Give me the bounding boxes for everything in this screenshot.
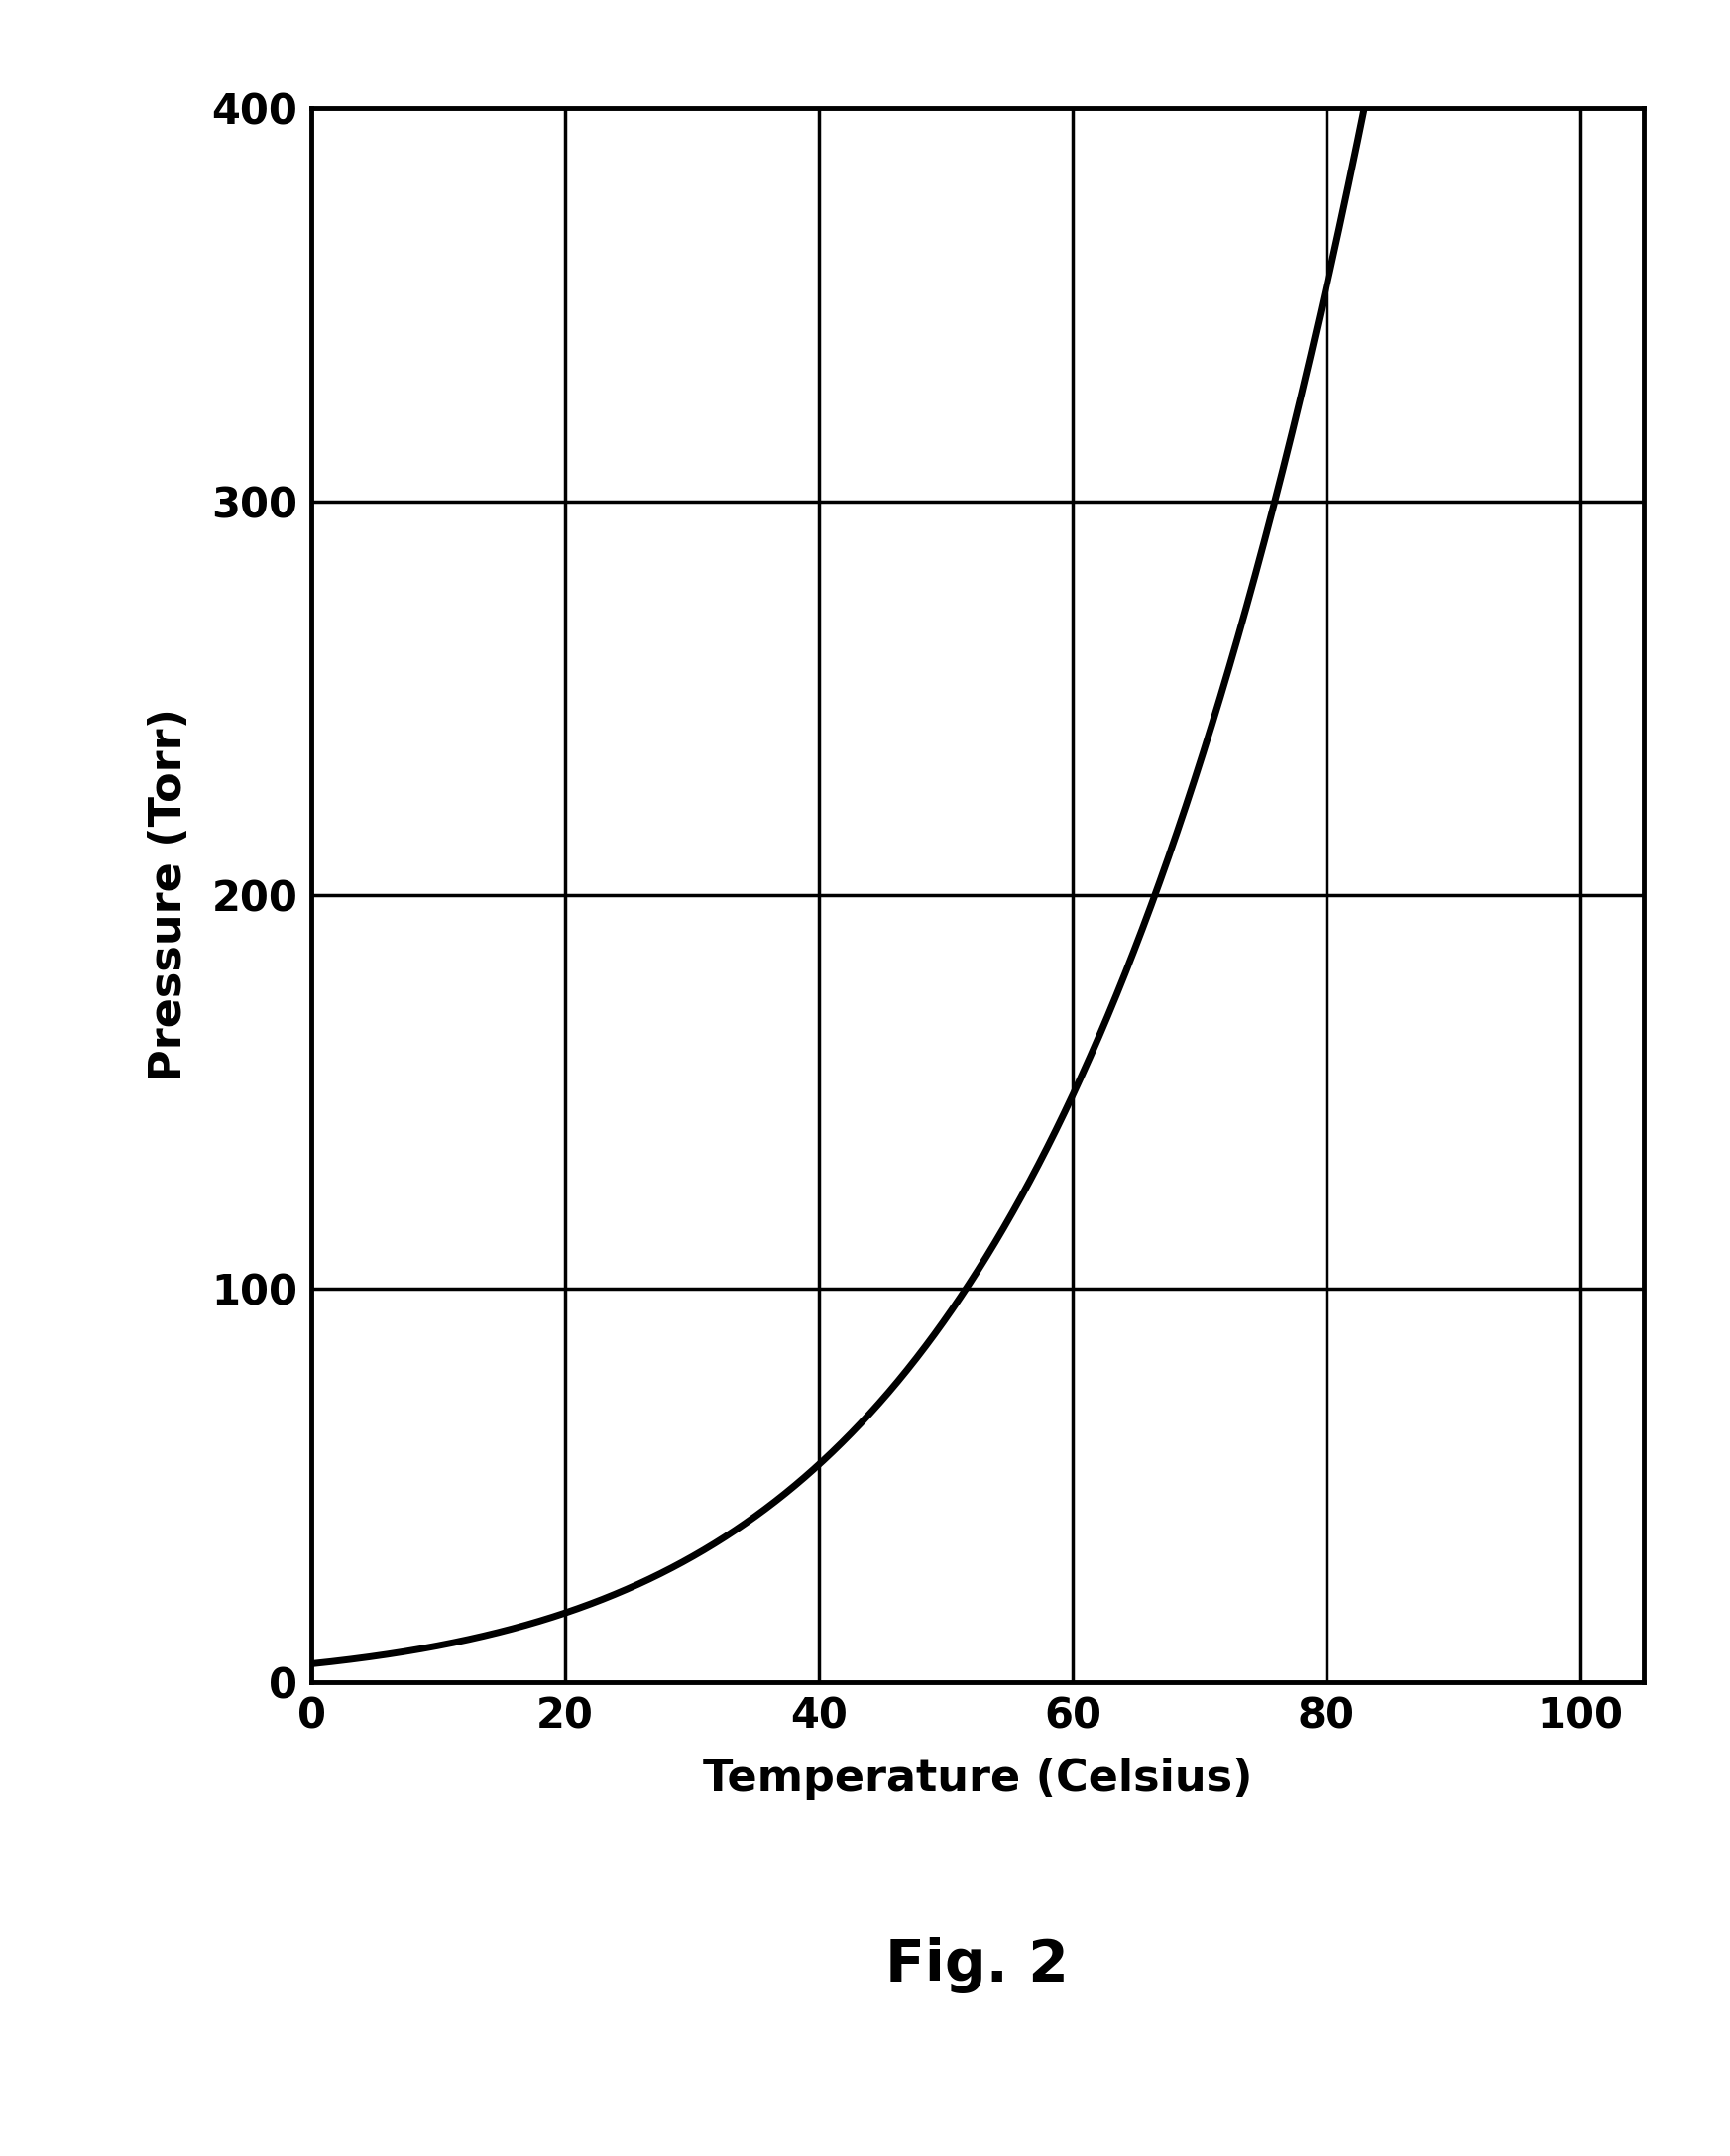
X-axis label: Temperature (Celsius): Temperature (Celsius) [702, 1757, 1253, 1800]
Text: Fig. 2: Fig. 2 [886, 1936, 1069, 1994]
Y-axis label: Pressure (Torr): Pressure (Torr) [149, 707, 190, 1082]
